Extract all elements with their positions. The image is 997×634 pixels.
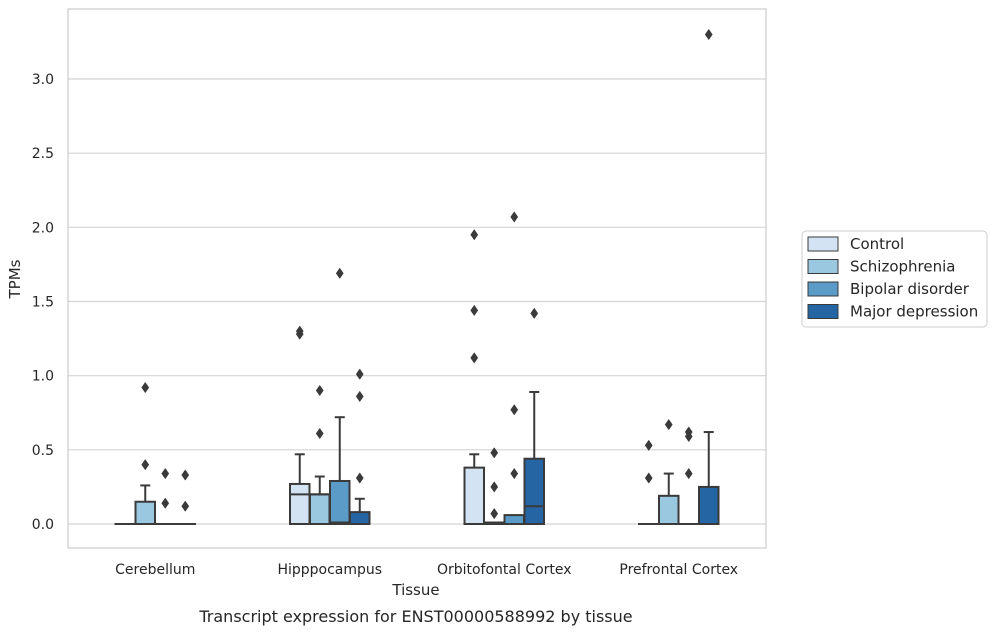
outlier-point xyxy=(684,467,693,480)
outlier-point xyxy=(470,304,479,317)
outlier-point xyxy=(510,467,519,480)
iqr-box xyxy=(658,494,680,526)
outlier-point xyxy=(141,381,150,394)
iqr-box xyxy=(463,466,485,525)
y-axis-title: TPMs xyxy=(6,259,24,299)
x-tick-label: Hipppocampus xyxy=(277,562,382,578)
outlier-point xyxy=(490,507,499,520)
outlier-point xyxy=(510,211,519,223)
legend-label: Control xyxy=(850,235,904,253)
legend-swatch xyxy=(807,281,839,297)
box-group xyxy=(638,439,660,526)
legend: Control Schizophrenia Bipolar disorder Majo… xyxy=(801,230,988,328)
outlier-point xyxy=(704,28,713,41)
y-tick-label: 0.0 xyxy=(32,517,54,533)
box-group xyxy=(289,325,311,526)
x-tick-label: Cerebellum xyxy=(115,562,195,578)
box-group xyxy=(134,381,156,525)
outlier-point xyxy=(315,427,324,440)
outlier-point xyxy=(510,404,519,416)
iqr-box xyxy=(349,511,371,526)
box-group xyxy=(329,267,351,526)
box-group xyxy=(698,28,720,525)
boxes xyxy=(114,28,720,526)
box-group xyxy=(523,307,545,526)
iqr-box xyxy=(503,514,525,525)
outlier-point xyxy=(315,384,324,397)
outlier-point xyxy=(295,325,304,337)
y-tick-label: 1.5 xyxy=(32,295,54,311)
legend-items: Control Schizophrenia Bipolar disorder Majo… xyxy=(807,235,978,321)
y-tick-label: 2.0 xyxy=(32,220,54,236)
x-axis-title: Tissue xyxy=(391,581,439,599)
legend-swatch xyxy=(807,259,839,274)
x-tick-label: Orbitofontal Cortex xyxy=(437,562,572,578)
box-group xyxy=(309,384,331,526)
legend-label: Major depression xyxy=(850,303,978,321)
y-tick-labels: 0.0 0.5 1.0 1.5 2.0 2.5 3.0 xyxy=(32,72,54,533)
legend-label: Bipolar disorder xyxy=(850,280,970,298)
iqr-box xyxy=(134,500,156,525)
outlier-point xyxy=(161,497,170,509)
box-group xyxy=(483,447,505,525)
outlier-point xyxy=(181,500,190,512)
legend-swatch xyxy=(807,304,839,319)
outlier-point xyxy=(355,368,364,380)
box-group xyxy=(174,469,196,526)
outlier-point xyxy=(684,426,693,438)
outlier-point xyxy=(470,229,479,241)
legend-swatch xyxy=(807,236,839,252)
iqr-box xyxy=(309,493,331,526)
box-group xyxy=(463,229,485,525)
y-tick-label: 1.0 xyxy=(32,369,54,385)
plot-area-frame xyxy=(67,8,767,549)
outlier-point xyxy=(644,472,653,484)
iqr-box xyxy=(329,479,351,526)
outlier-point xyxy=(664,418,673,431)
box-group xyxy=(349,368,371,526)
outlier-point xyxy=(355,472,364,484)
y-tick-label: 0.5 xyxy=(32,443,54,459)
box-group xyxy=(658,418,680,526)
outlier-point xyxy=(335,267,344,279)
outlier-point xyxy=(470,352,479,364)
box-group xyxy=(154,467,176,526)
outlier-point xyxy=(490,481,499,493)
box-group xyxy=(678,426,700,526)
outlier-point xyxy=(181,469,190,481)
y-tick-label: 3.0 xyxy=(32,72,54,88)
x-tick-label: Prefrontal Cortex xyxy=(619,562,738,578)
legend-label: Schizophrenia xyxy=(850,258,955,276)
outlier-point xyxy=(644,439,653,452)
grid-lines xyxy=(68,78,766,525)
outlier-point xyxy=(141,459,150,471)
outlier-point xyxy=(355,390,364,403)
box-group xyxy=(503,211,525,525)
iqr-box xyxy=(698,485,720,525)
y-tick-label: 2.5 xyxy=(32,146,54,162)
outlier-point xyxy=(490,447,499,459)
x-tick-labels: Cerebellum Hipppocampus Orbitofontal Corte… xyxy=(115,562,738,578)
iqr-box xyxy=(289,482,311,526)
iqr-box xyxy=(523,457,545,526)
chart-caption: Transcript expression for ENST0000058899… xyxy=(198,607,632,626)
outlier-point xyxy=(530,307,539,320)
legend-frame xyxy=(801,230,988,328)
outlier-point xyxy=(161,467,170,480)
